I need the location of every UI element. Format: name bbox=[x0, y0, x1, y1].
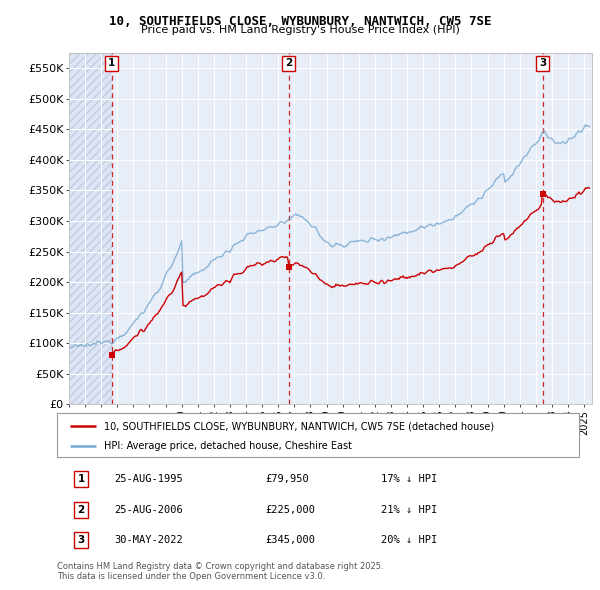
Text: HPI: Average price, detached house, Cheshire East: HPI: Average price, detached house, Ches… bbox=[104, 441, 352, 451]
Text: 30-MAY-2022: 30-MAY-2022 bbox=[115, 535, 183, 545]
Text: 25-AUG-2006: 25-AUG-2006 bbox=[115, 505, 183, 514]
Text: Contains HM Land Registry data © Crown copyright and database right 2025.
This d: Contains HM Land Registry data © Crown c… bbox=[57, 562, 383, 581]
Text: 1: 1 bbox=[77, 474, 85, 484]
Text: 2: 2 bbox=[285, 58, 292, 68]
Text: Price paid vs. HM Land Registry's House Price Index (HPI): Price paid vs. HM Land Registry's House … bbox=[140, 25, 460, 35]
Text: 21% ↓ HPI: 21% ↓ HPI bbox=[380, 505, 437, 514]
Text: £79,950: £79,950 bbox=[266, 474, 310, 484]
Text: 20% ↓ HPI: 20% ↓ HPI bbox=[380, 535, 437, 545]
Text: 10, SOUTHFIELDS CLOSE, WYBUNBURY, NANTWICH, CW5 7SE: 10, SOUTHFIELDS CLOSE, WYBUNBURY, NANTWI… bbox=[109, 15, 491, 28]
Text: 3: 3 bbox=[539, 58, 546, 68]
Text: 2: 2 bbox=[77, 505, 85, 514]
Text: £345,000: £345,000 bbox=[266, 535, 316, 545]
Text: 10, SOUTHFIELDS CLOSE, WYBUNBURY, NANTWICH, CW5 7SE (detached house): 10, SOUTHFIELDS CLOSE, WYBUNBURY, NANTWI… bbox=[104, 421, 494, 431]
Text: 17% ↓ HPI: 17% ↓ HPI bbox=[380, 474, 437, 484]
Bar bbox=[69, 53, 112, 404]
Text: 3: 3 bbox=[77, 535, 85, 545]
Text: 1: 1 bbox=[108, 58, 115, 68]
Text: 25-AUG-1995: 25-AUG-1995 bbox=[115, 474, 183, 484]
Text: £225,000: £225,000 bbox=[266, 505, 316, 514]
